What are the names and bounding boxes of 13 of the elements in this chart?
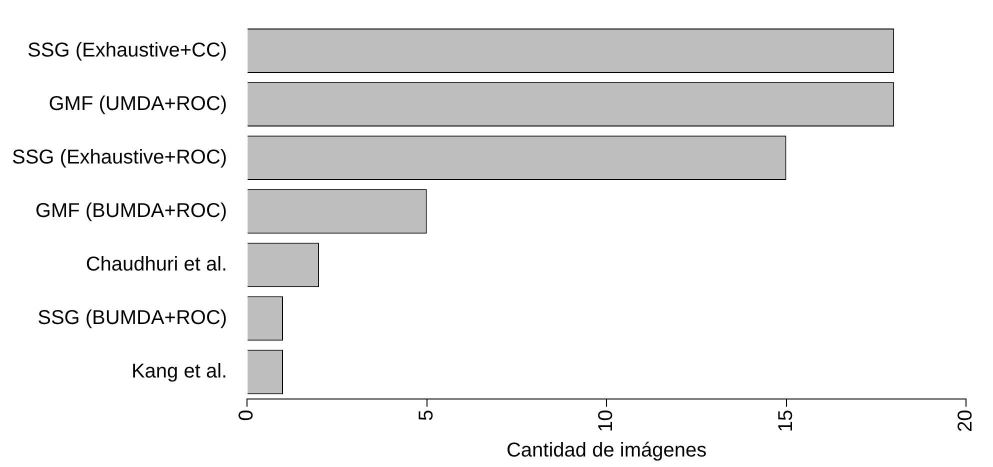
y-tick-label: Kang et al.	[131, 360, 228, 382]
y-tick-label: GMF (BUMDA+ROC)	[35, 200, 228, 222]
x-tick-label: 10	[595, 410, 618, 432]
x-tick-label: 20	[954, 410, 977, 432]
y-tick-label: Chaudhuri et al.	[86, 253, 228, 276]
x-tick-label: 5	[415, 410, 438, 421]
x-axis-title: Cantidad de imágenes	[506, 440, 707, 462]
x-tick-label: 15	[774, 410, 797, 432]
y-tick-label: SSG (Exhaustive+ROC)	[12, 146, 228, 168]
x-tick-label: 0	[236, 410, 258, 421]
y-tick-label: SSG (BUMDA+ROC)	[38, 306, 228, 329]
y-tick-label: SSG (Exhaustive+CC)	[28, 39, 228, 62]
y-tick-label: GMF (UMDA+ROC)	[48, 92, 228, 115]
